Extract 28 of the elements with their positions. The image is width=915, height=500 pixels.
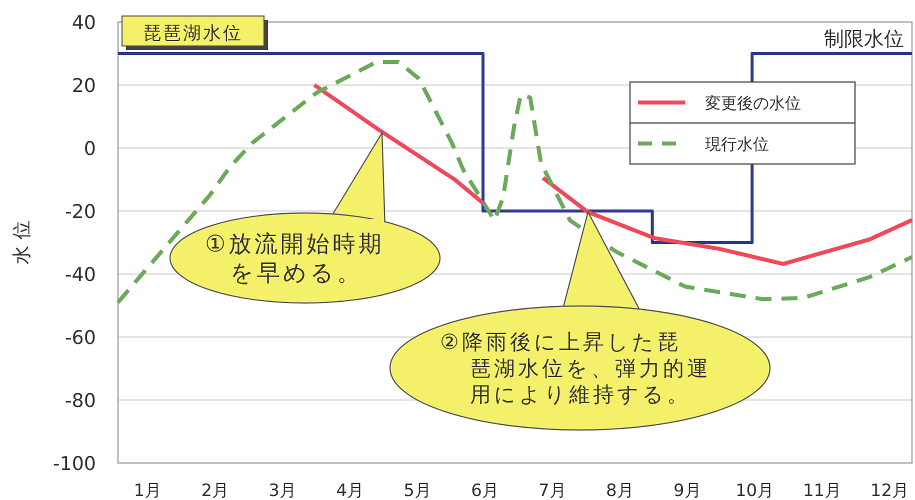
annotation: ②降雨後に上昇した琵琶湖水位を、弾力的運用により維持する。 — [440, 330, 711, 407]
series-label: 制限水位 — [824, 26, 904, 50]
x-tick-label: 9月 — [673, 481, 702, 500]
x-tick-label: 4月 — [336, 481, 364, 500]
y-axis-title: 水 位 — [11, 220, 33, 265]
y-tick-label: -40 — [64, 264, 96, 286]
y-tick-label: 40 — [72, 12, 96, 34]
x-tick-label: 8月 — [606, 481, 634, 500]
x-tick-label: 12月 — [870, 481, 910, 500]
legend-label: 現行水位 — [705, 134, 769, 154]
y-tick-label: -100 — [52, 453, 96, 475]
x-tick-label: 10月 — [736, 481, 774, 500]
y-tick-label: 20 — [72, 75, 96, 97]
x-tick-label: 3月 — [268, 481, 297, 500]
chart-title: 琵琶湖水位 — [143, 23, 243, 44]
x-tick-label: 2月 — [201, 481, 230, 500]
y-tick-label: -60 — [64, 327, 96, 349]
y-tick-label: -20 — [64, 201, 96, 223]
x-tick-label: 6月 — [471, 481, 499, 500]
annotation: ①放流開始時期を早める。 — [205, 232, 385, 286]
title: 琵琶湖水位 — [122, 16, 268, 50]
x-tick-label: 7月 — [538, 481, 566, 500]
y-tick-label: 0 — [84, 138, 96, 160]
x-tick-label: 1月 — [134, 481, 162, 500]
x-tick-label: 5月 — [404, 481, 432, 500]
legend-label: 変更後の水位 — [705, 94, 801, 112]
x-tick-label: 11月 — [802, 481, 842, 500]
y-tick-label: -80 — [64, 390, 96, 412]
